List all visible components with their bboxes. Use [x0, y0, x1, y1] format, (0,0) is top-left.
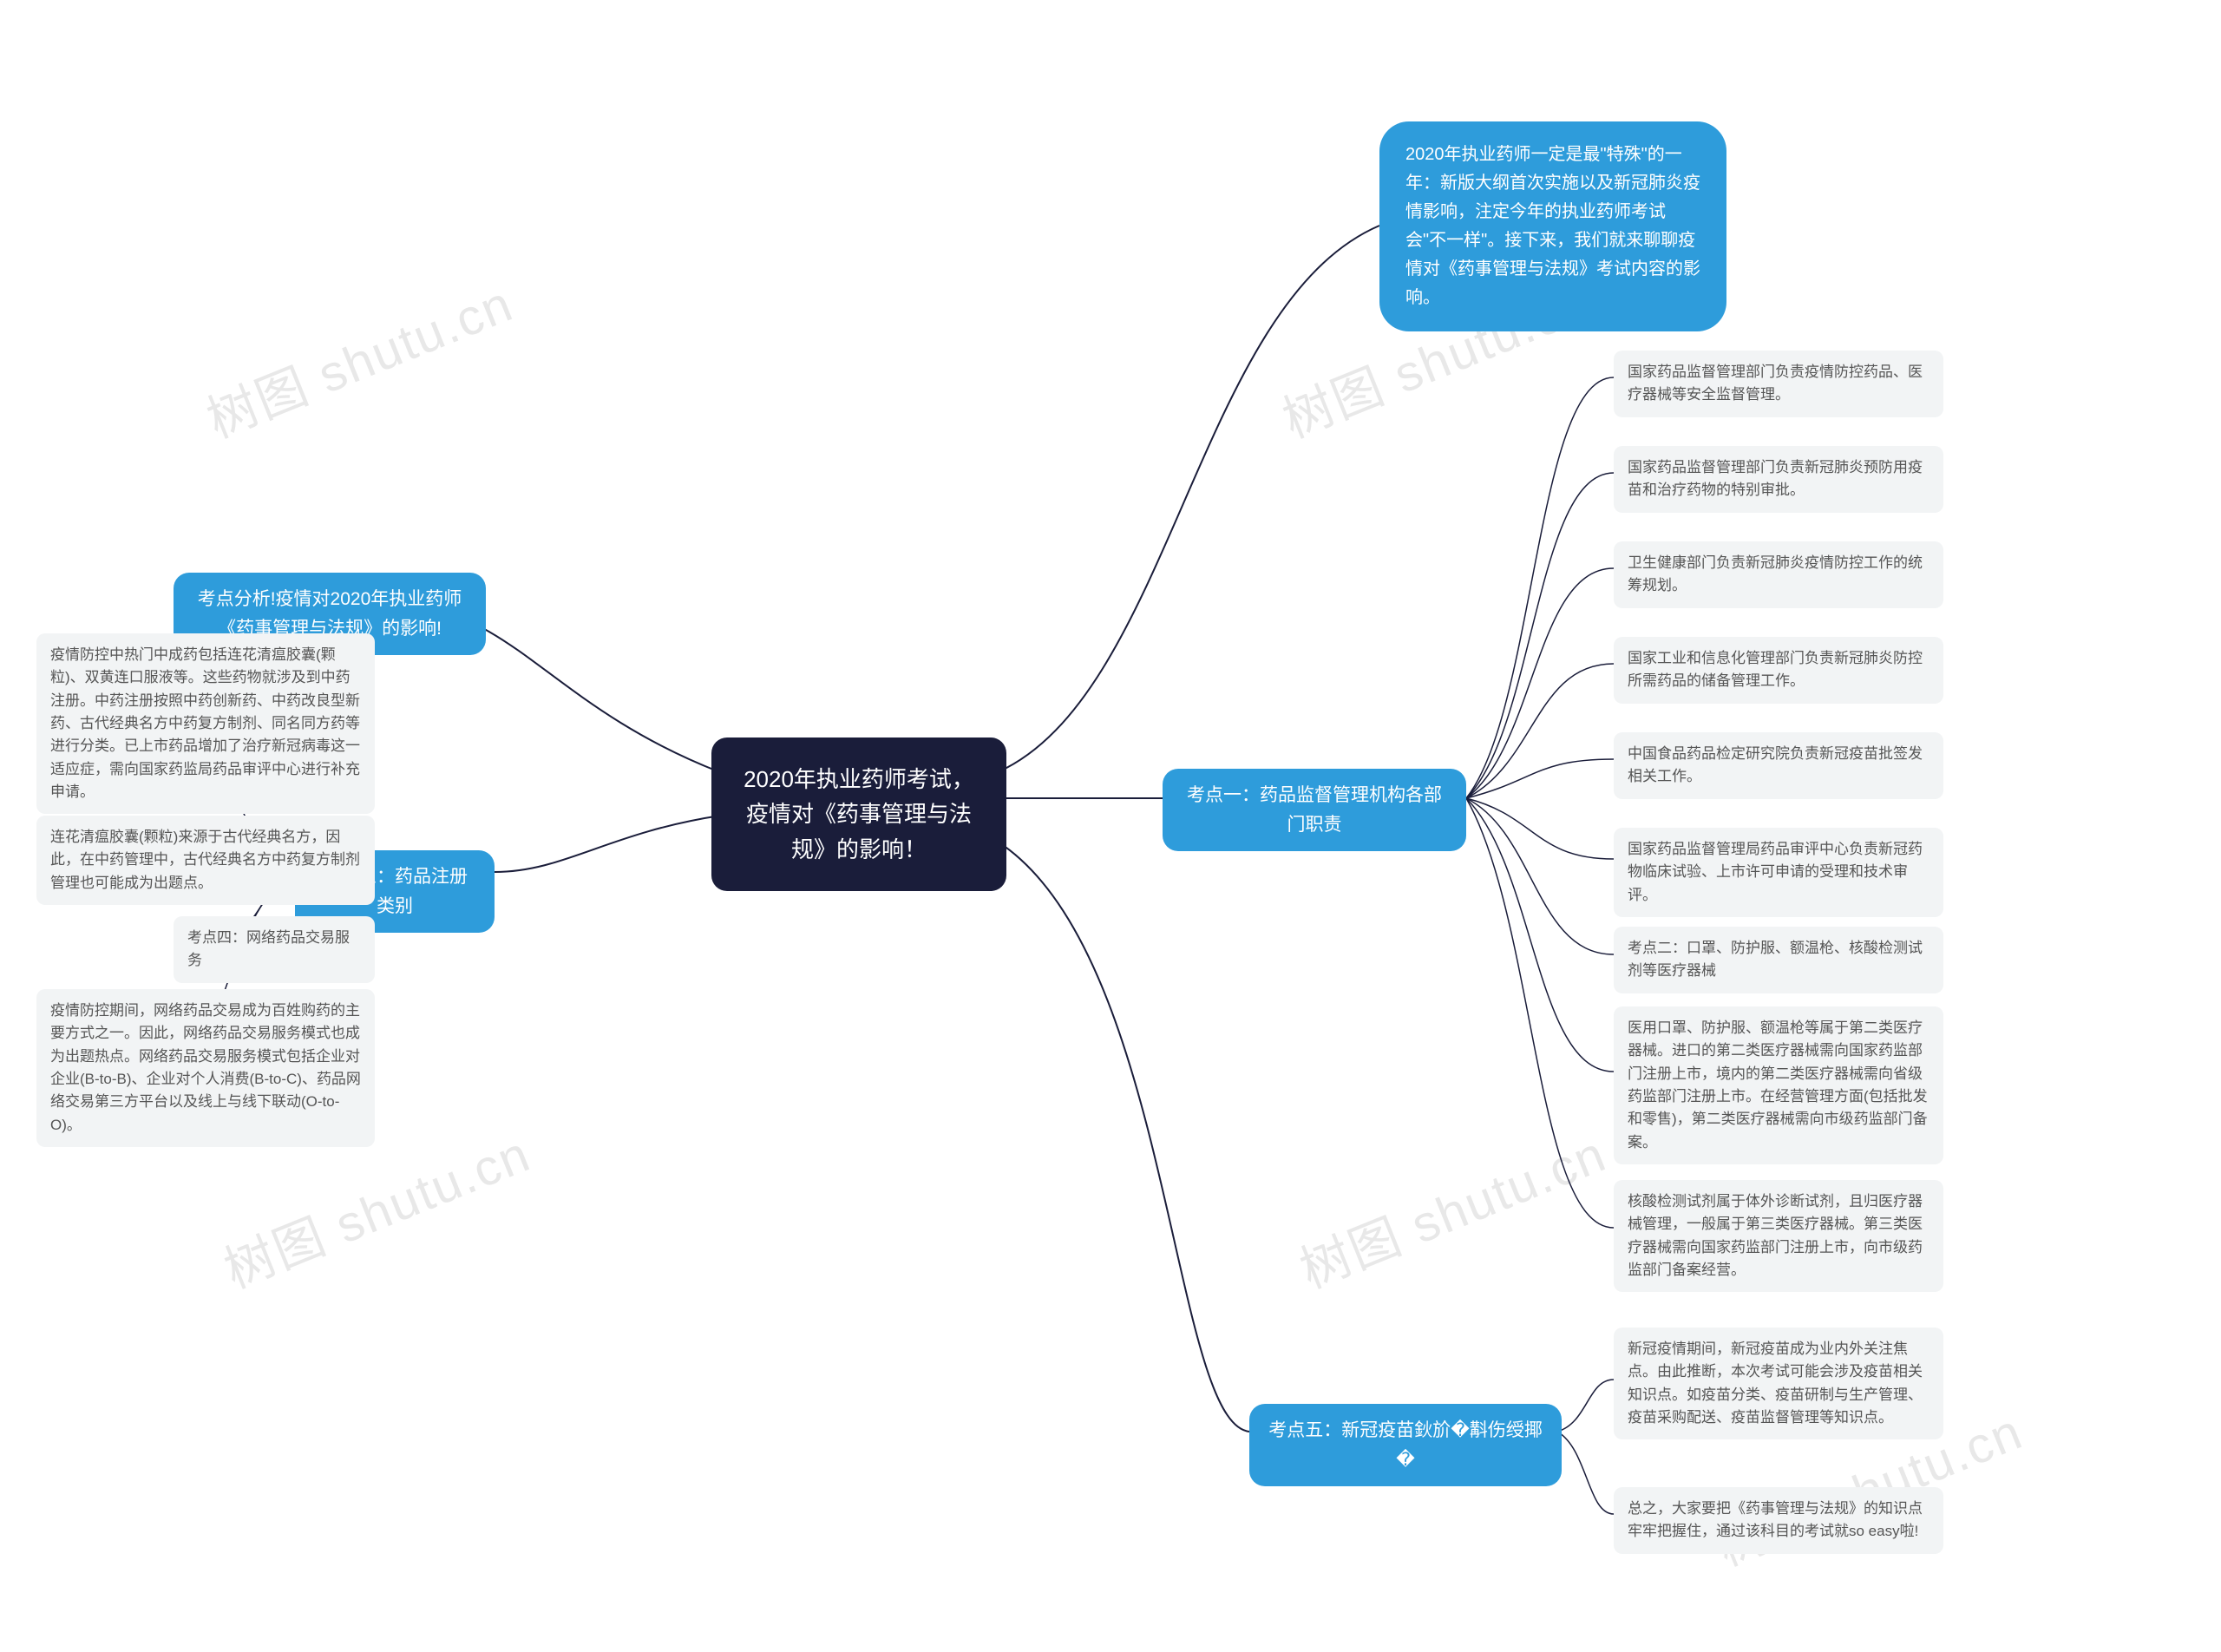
leaf-l4[interactable]: 疫情防控期间，网络药品交易成为百姓购药的主要方式之一。因此，网络药品交易服务模式…: [36, 989, 375, 1147]
intro-bubble[interactable]: 2020年执业药师一定是最"特殊"的一年：新版大纲首次实施以及新冠肺炎疫情影响，…: [1379, 121, 1726, 331]
leaf-r9[interactable]: 核酸检测试剂属于体外诊断试剂，且归医疗器械管理，一般属于第三类医疗器械。第三类医…: [1614, 1180, 1943, 1292]
leaf-r5[interactable]: 中国食品药品检定研究院负责新冠疫苗批签发相关工作。: [1614, 732, 1943, 799]
watermark: 树图 shutu.cn: [194, 263, 522, 452]
leaf-r10[interactable]: 新冠疫情期间，新冠疫苗成为业内外关注焦点。由此推断，本次考试可能会涉及疫苗相关知…: [1614, 1328, 1943, 1439]
branch-point1[interactable]: 考点一：药品监督管理机构各部门职责: [1163, 769, 1466, 851]
center-topic[interactable]: 2020年执业药师考试，疫情对《药事管理与法规》的影响！: [711, 738, 1006, 891]
leaf-l2[interactable]: 连花清瘟胶囊(颗粒)来源于古代经典名方，因此，在中药管理中，古代经典名方中药复方…: [36, 816, 375, 905]
leaf-r3[interactable]: 卫生健康部门负责新冠肺炎疫情防控工作的统筹规划。: [1614, 541, 1943, 608]
leaf-l3[interactable]: 考点四：网络药品交易服务: [174, 916, 375, 983]
leaf-r2[interactable]: 国家药品监督管理部门负责新冠肺炎预防用疫苗和治疗药物的特别审批。: [1614, 446, 1943, 513]
leaf-r8[interactable]: 医用口罩、防护服、额温枪等属于第二类医疗器械。进口的第二类医疗器械需向国家药监部…: [1614, 1006, 1943, 1164]
leaf-r7[interactable]: 考点二：口罩、防护服、额温枪、核酸检测试剂等医疗器械: [1614, 927, 1943, 993]
leaf-r11[interactable]: 总之，大家要把《药事管理与法规》的知识点牢牢把握住，通过该科目的考试就so ea…: [1614, 1487, 1943, 1554]
watermark: 树图 shutu.cn: [1287, 1113, 1615, 1302]
leaf-r1[interactable]: 国家药品监督管理部门负责疫情防控药品、医疗器械等安全监督管理。: [1614, 351, 1943, 417]
leaf-r4[interactable]: 国家工业和信息化管理部门负责新冠肺炎防控所需药品的储备管理工作。: [1614, 637, 1943, 704]
leaf-l1[interactable]: 疫情防控中热门中成药包括连花清瘟胶囊(颗粒)、双黄连口服液等。这些药物就涉及到中…: [36, 633, 375, 814]
leaf-r6[interactable]: 国家药品监督管理局药品审评中心负责新冠药物临床试验、上市许可申请的受理和技术审评…: [1614, 828, 1943, 917]
branch-point5[interactable]: 考点五：新冠疫苗鈥斺�斠伤绶揶�: [1249, 1404, 1562, 1486]
